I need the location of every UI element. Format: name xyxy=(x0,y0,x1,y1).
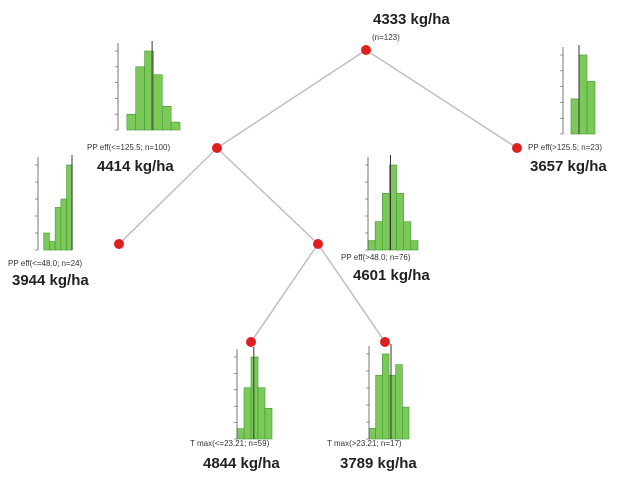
histogram-bar xyxy=(410,240,419,251)
histogram-bar xyxy=(264,407,273,440)
histogram-bar xyxy=(395,364,403,440)
edge-n1-n4 xyxy=(216,147,319,245)
node-2-yield-label: 3657 kg/ha xyxy=(530,158,607,175)
tree-node-marker xyxy=(512,143,522,153)
histogram-bar xyxy=(402,406,410,440)
histogram-bar xyxy=(382,353,390,440)
edge-n1-n3 xyxy=(118,147,218,245)
histogram-bar xyxy=(236,428,245,440)
node-4-condition-label: PP eff(>48.0; n=76) xyxy=(341,253,411,262)
histogram-bar xyxy=(250,356,259,440)
node-3-yield-label: 3944 kg/ha xyxy=(12,272,89,289)
histogram-bar xyxy=(374,221,383,251)
edge-root-n2 xyxy=(365,49,518,149)
histogram-bar xyxy=(388,374,396,440)
histogram-bar xyxy=(49,241,56,251)
node-2-condition-label: PP eff(>125.5; n=23) xyxy=(528,143,602,152)
histogram-bar xyxy=(586,81,596,135)
edge-n4-n5 xyxy=(250,243,319,343)
node-6-condition-label: T max(>23.21; n=17) xyxy=(327,439,402,448)
tree-node-marker xyxy=(313,239,323,249)
histogram-bar xyxy=(170,121,181,131)
histogram-bar xyxy=(368,428,376,440)
histogram-bar xyxy=(153,74,163,131)
node-1-yield-label: 4414 kg/ha xyxy=(97,158,174,175)
node-5-condition-label: T max(<=23.21; n=59) xyxy=(190,439,270,448)
histogram-bar xyxy=(375,374,383,440)
edge-n4-n6 xyxy=(317,243,386,343)
histogram-bar xyxy=(126,113,137,131)
histogram-bar xyxy=(54,207,62,251)
histogram-bar xyxy=(60,198,67,251)
tree-node-marker xyxy=(114,239,124,249)
histogram-bar xyxy=(381,193,390,251)
node-5-yield-label: 4844 kg/ha xyxy=(203,455,280,472)
tree-node-marker xyxy=(212,143,222,153)
node-6-yield-label: 3789 kg/ha xyxy=(340,455,417,472)
histogram-bar xyxy=(243,387,252,440)
root-yield-label: 4333 kg/ha xyxy=(373,11,450,28)
histogram-bar xyxy=(578,54,588,135)
node-1-condition-label: PP eff(<=125.5; n=100) xyxy=(87,143,171,152)
node-3-condition-label: PP eff(<=48.0; n=24) xyxy=(8,259,83,268)
histogram-bar xyxy=(135,66,145,131)
tree-node-marker xyxy=(361,45,371,55)
node-4-yield-label: 4601 kg/ha xyxy=(353,267,430,284)
histogram-bar xyxy=(161,106,172,131)
histogram-bar xyxy=(257,387,266,440)
tree-node-marker xyxy=(380,337,390,347)
tree-node-marker xyxy=(246,337,256,347)
histogram-bar xyxy=(403,221,412,251)
histogram-bar xyxy=(66,164,73,251)
histogram-bar xyxy=(396,193,405,251)
root-sample-count-label: (n=123) xyxy=(372,33,400,42)
histogram-bar xyxy=(570,98,580,135)
histogram-bar xyxy=(43,232,50,251)
edge-root-n1 xyxy=(216,49,367,149)
histogram-bar xyxy=(367,240,376,251)
